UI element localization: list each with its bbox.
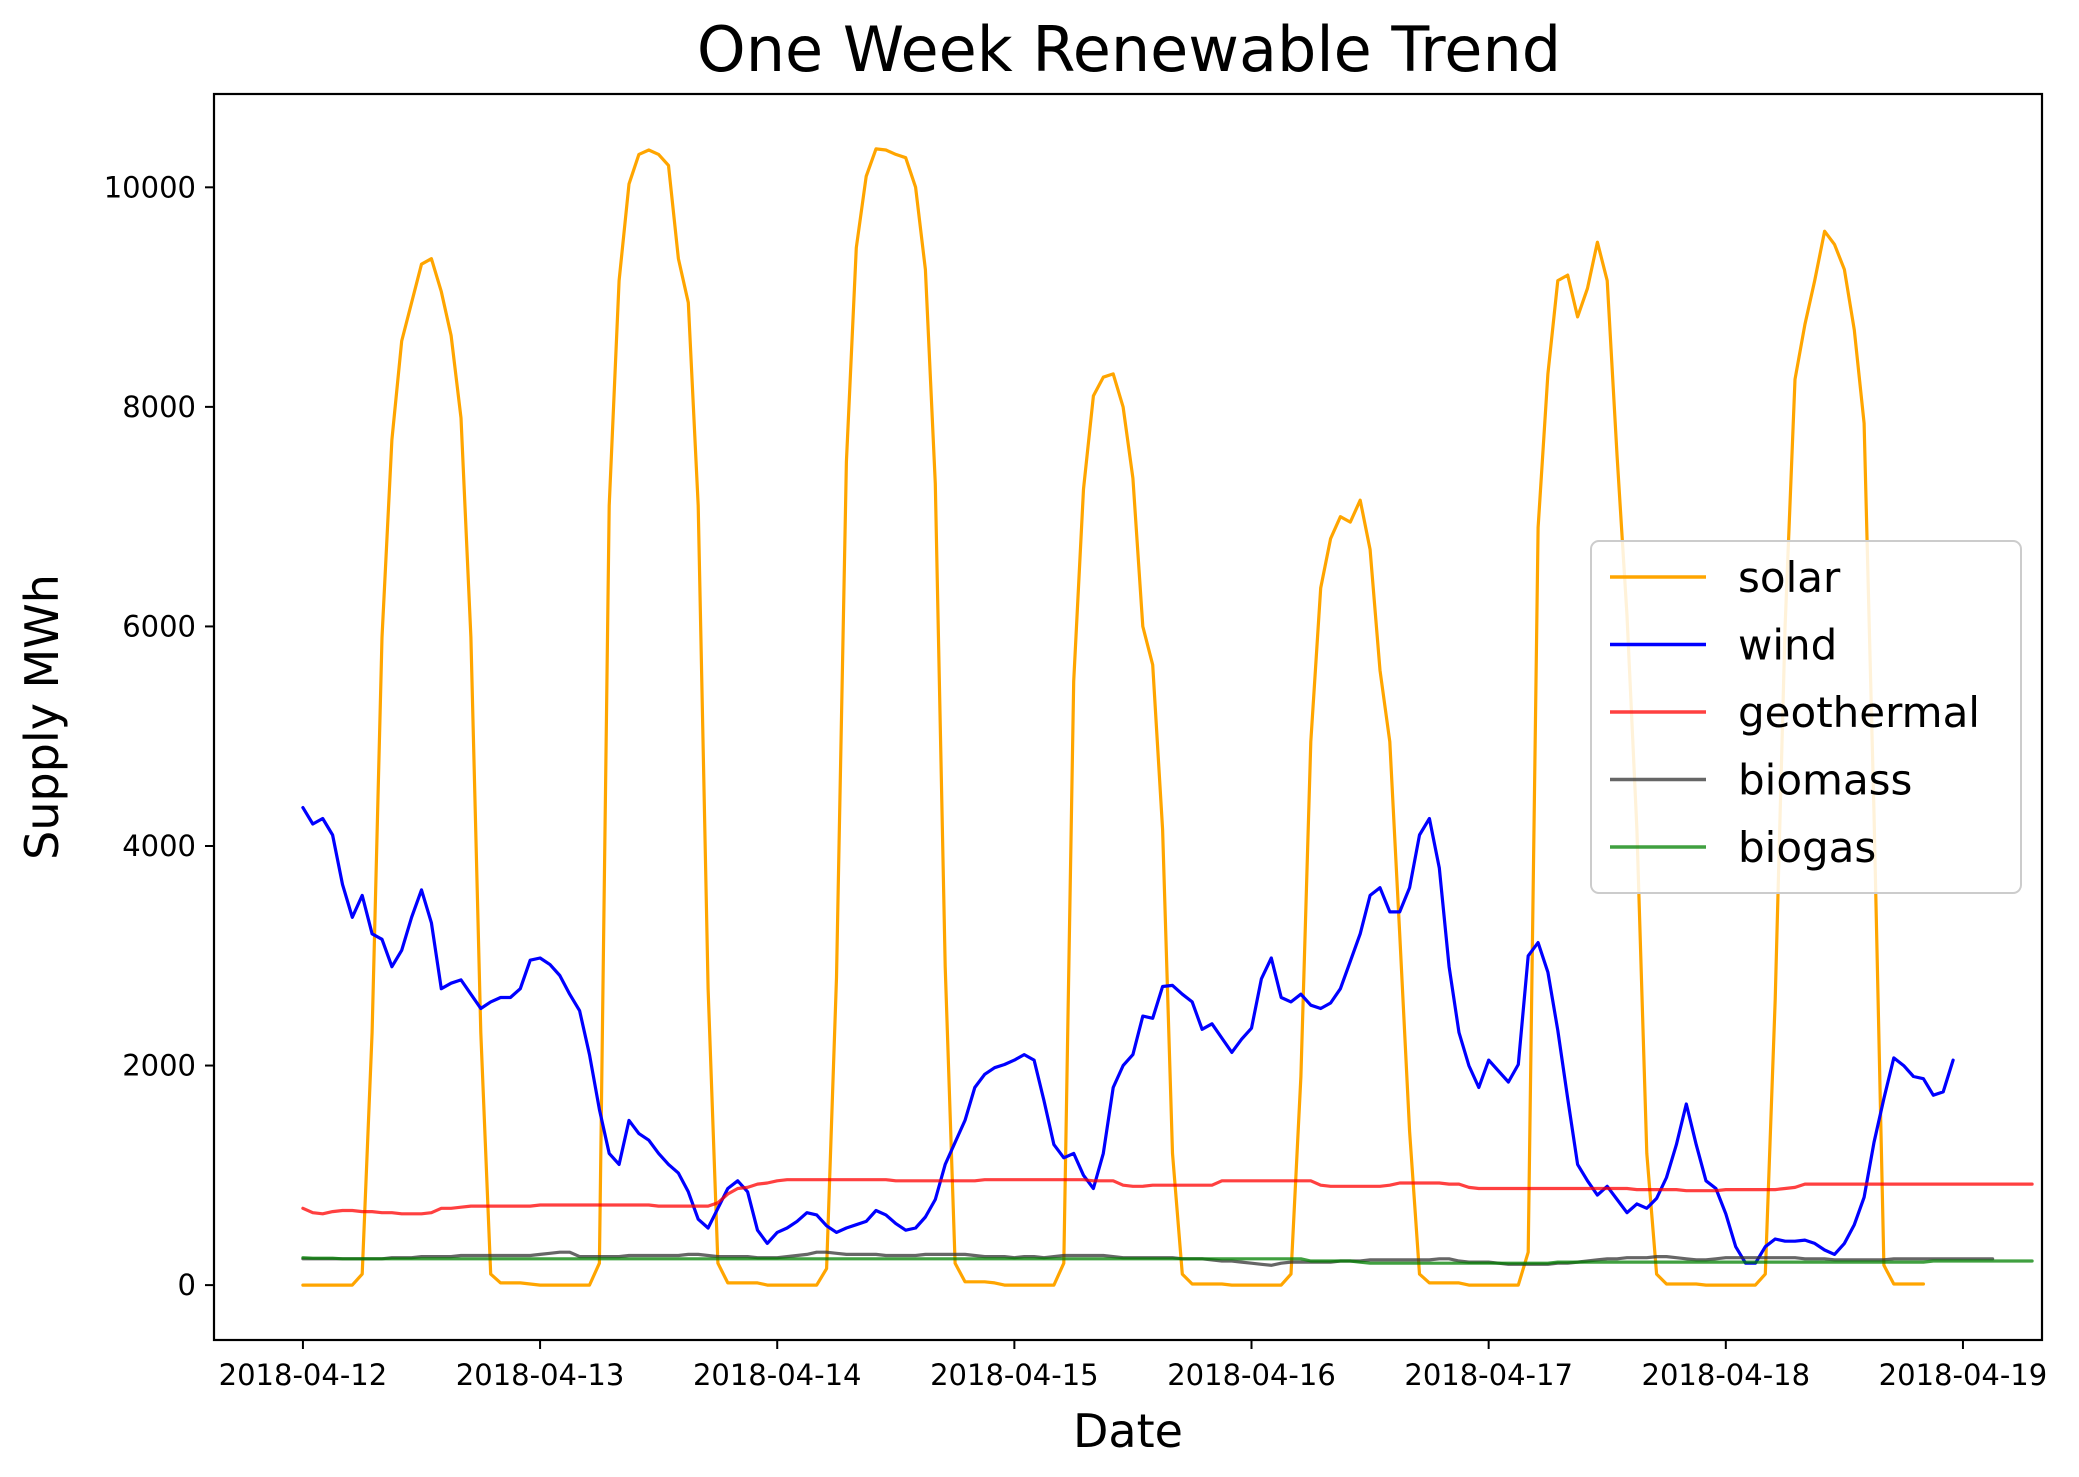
- y-tick-label: 2000: [122, 1049, 196, 1083]
- y-tick-label: 4000: [122, 829, 196, 863]
- x-tick-label: 2018-04-15: [930, 1358, 1099, 1392]
- plot-area: [212, 92, 2044, 1342]
- x-tick-label: 2018-04-16: [1167, 1358, 1336, 1392]
- series-line-geothermal: [301, 1178, 2034, 1216]
- x-tick-label: 2018-04-13: [456, 1358, 625, 1392]
- y-tick-label: 8000: [122, 390, 196, 424]
- x-axis-label: Date: [1073, 1404, 1183, 1458]
- legend-label-biomass: biomass: [1738, 756, 1912, 805]
- chart-title: One Week Renewable Trend: [697, 13, 1561, 86]
- series-line-solar: [301, 147, 1926, 1287]
- x-tick-label: 2018-04-18: [1642, 1358, 1811, 1392]
- x-tick-label: 2018-04-17: [1404, 1358, 1573, 1392]
- legend-label-biogas: biogas: [1738, 823, 1876, 872]
- x-tick-label: 2018-04-12: [219, 1358, 388, 1392]
- legend-label-geothermal: geothermal: [1738, 688, 1980, 737]
- y-tick-label: 0: [178, 1268, 196, 1302]
- x-tick-label: 2018-04-19: [1879, 1358, 2048, 1392]
- legend: solar wind geothermal biomass biogas: [1590, 540, 2022, 894]
- legend-label-wind: wind: [1738, 621, 1837, 670]
- axes-frame: [212, 92, 2044, 1342]
- y-axis: 0 2000 4000 6000 8000 10000: [104, 170, 214, 1302]
- series-line-biogas: [301, 1256, 2034, 1265]
- legend-label-solar: solar: [1738, 553, 1841, 602]
- x-axis: 2018-04-12 2018-04-13 2018-04-14 2018-04-15…: [219, 1340, 2048, 1392]
- series-layer: [301, 147, 2034, 1287]
- y-tick-label: 10000: [104, 170, 196, 204]
- x-tick-label: 2018-04-14: [693, 1358, 862, 1392]
- y-axis-label: Supply MWh: [15, 574, 69, 860]
- series-line-wind: [301, 805, 1955, 1265]
- legend-box: [1590, 540, 2022, 894]
- y-tick-label: 6000: [122, 609, 196, 643]
